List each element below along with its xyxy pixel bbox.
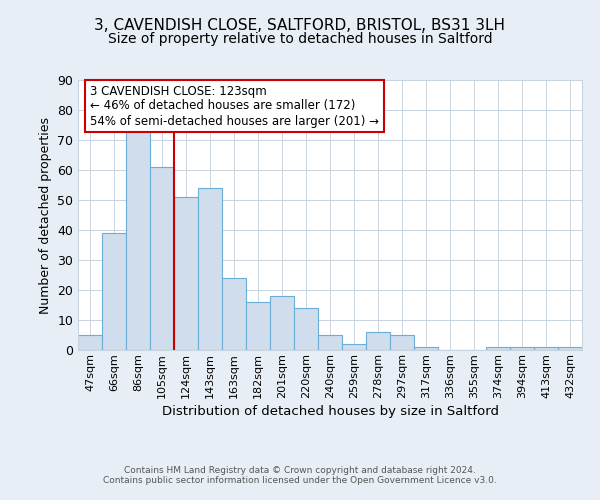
Bar: [558, 347, 582, 350]
Bar: [150, 167, 174, 350]
Bar: [318, 335, 342, 350]
Bar: [414, 347, 438, 350]
Bar: [270, 296, 294, 350]
Bar: [390, 335, 414, 350]
Bar: [102, 233, 126, 350]
Bar: [78, 335, 102, 350]
Text: 3 CAVENDISH CLOSE: 123sqm
← 46% of detached houses are smaller (172)
54% of semi: 3 CAVENDISH CLOSE: 123sqm ← 46% of detac…: [90, 84, 379, 128]
Bar: [246, 302, 270, 350]
Text: 3, CAVENDISH CLOSE, SALTFORD, BRISTOL, BS31 3LH: 3, CAVENDISH CLOSE, SALTFORD, BRISTOL, B…: [95, 18, 505, 32]
X-axis label: Distribution of detached houses by size in Saltford: Distribution of detached houses by size …: [161, 405, 499, 418]
Bar: [510, 347, 534, 350]
Bar: [126, 131, 150, 350]
Text: Contains public sector information licensed under the Open Government Licence v3: Contains public sector information licen…: [103, 476, 497, 485]
Bar: [486, 347, 510, 350]
Text: Size of property relative to detached houses in Saltford: Size of property relative to detached ho…: [107, 32, 493, 46]
Bar: [366, 332, 390, 350]
Bar: [174, 197, 198, 350]
Bar: [342, 344, 366, 350]
Bar: [534, 347, 558, 350]
Bar: [198, 188, 222, 350]
Y-axis label: Number of detached properties: Number of detached properties: [38, 116, 52, 314]
Bar: [294, 308, 318, 350]
Text: Contains HM Land Registry data © Crown copyright and database right 2024.: Contains HM Land Registry data © Crown c…: [124, 466, 476, 475]
Bar: [222, 278, 246, 350]
